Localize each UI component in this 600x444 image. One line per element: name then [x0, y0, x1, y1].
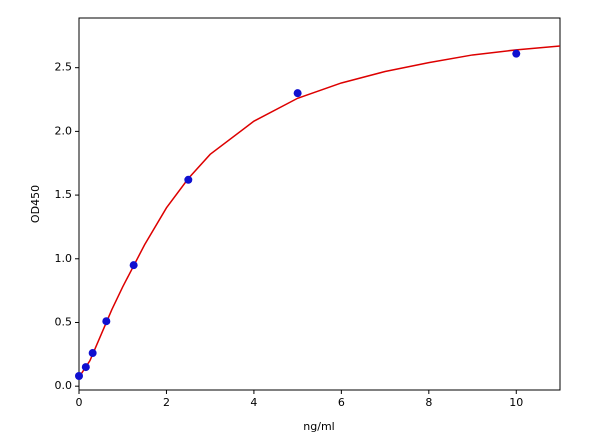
x-tick-label: 2 — [163, 396, 170, 409]
plot-frame — [78, 17, 561, 391]
data-point — [81, 363, 90, 372]
x-tick-label: 6 — [338, 396, 345, 409]
data-point — [75, 371, 83, 380]
data-point — [88, 349, 97, 358]
data-point — [184, 175, 193, 184]
data-point — [512, 49, 521, 58]
fit-curve — [78, 45, 561, 378]
x-tick-label: 10 — [509, 396, 523, 409]
data-point — [102, 317, 111, 326]
y-tick-label: 0.0 — [55, 379, 73, 392]
x-tick-label: 8 — [425, 396, 432, 409]
y-tick-label: 0.5 — [55, 315, 73, 328]
y-tick-label: 2.5 — [55, 61, 73, 74]
y-tick-label: 1.5 — [55, 188, 73, 201]
data-point — [293, 89, 302, 98]
x-axis-label: ng/ml — [303, 420, 334, 433]
x-tick-label: 4 — [250, 396, 257, 409]
x-tick-label: 0 — [76, 396, 83, 409]
data-point — [129, 261, 138, 270]
y-tick-label: 2.0 — [55, 124, 73, 137]
y-tick-label: 1.0 — [55, 252, 73, 265]
y-axis-label: OD450 — [29, 185, 42, 223]
